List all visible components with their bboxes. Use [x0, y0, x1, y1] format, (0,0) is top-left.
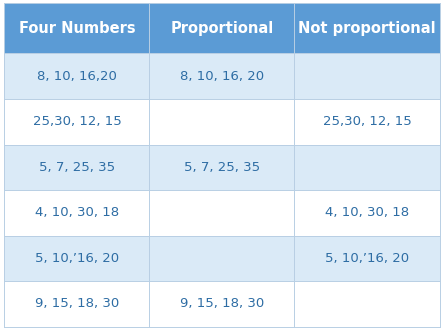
Bar — [149, 190, 294, 236]
Bar — [4, 3, 149, 53]
Text: Four Numbers: Four Numbers — [19, 21, 135, 36]
Bar — [149, 53, 294, 99]
Text: 4, 10, 30, 18: 4, 10, 30, 18 — [35, 206, 119, 219]
Bar — [4, 190, 149, 236]
Bar — [149, 99, 294, 145]
Bar — [294, 99, 440, 145]
Bar — [4, 236, 149, 281]
Text: Proportional: Proportional — [170, 21, 274, 36]
Bar — [294, 281, 440, 327]
Bar — [149, 145, 294, 190]
Bar — [149, 236, 294, 281]
Bar — [294, 236, 440, 281]
Bar — [4, 53, 149, 99]
Bar — [149, 281, 294, 327]
Text: 5, 10,’16, 20: 5, 10,’16, 20 — [35, 252, 119, 265]
Text: 4, 10, 30, 18: 4, 10, 30, 18 — [325, 206, 409, 219]
Text: 8, 10, 16, 20: 8, 10, 16, 20 — [180, 70, 264, 83]
Text: 9, 15, 18, 30: 9, 15, 18, 30 — [35, 297, 119, 311]
Text: Not proportional: Not proportional — [298, 21, 436, 36]
Bar — [4, 145, 149, 190]
Text: 8, 10, 16,20: 8, 10, 16,20 — [37, 70, 117, 83]
Bar — [294, 3, 440, 53]
Text: 25,30, 12, 15: 25,30, 12, 15 — [32, 115, 121, 128]
Text: 9, 15, 18, 30: 9, 15, 18, 30 — [180, 297, 264, 311]
Bar — [4, 99, 149, 145]
Text: 25,30, 12, 15: 25,30, 12, 15 — [322, 115, 411, 128]
Bar — [4, 281, 149, 327]
Bar — [149, 3, 294, 53]
Bar — [294, 190, 440, 236]
Bar — [294, 53, 440, 99]
Text: 5, 7, 25, 35: 5, 7, 25, 35 — [39, 161, 115, 174]
Bar — [294, 145, 440, 190]
Text: 5, 10,’16, 20: 5, 10,’16, 20 — [325, 252, 409, 265]
Text: 5, 7, 25, 35: 5, 7, 25, 35 — [184, 161, 260, 174]
